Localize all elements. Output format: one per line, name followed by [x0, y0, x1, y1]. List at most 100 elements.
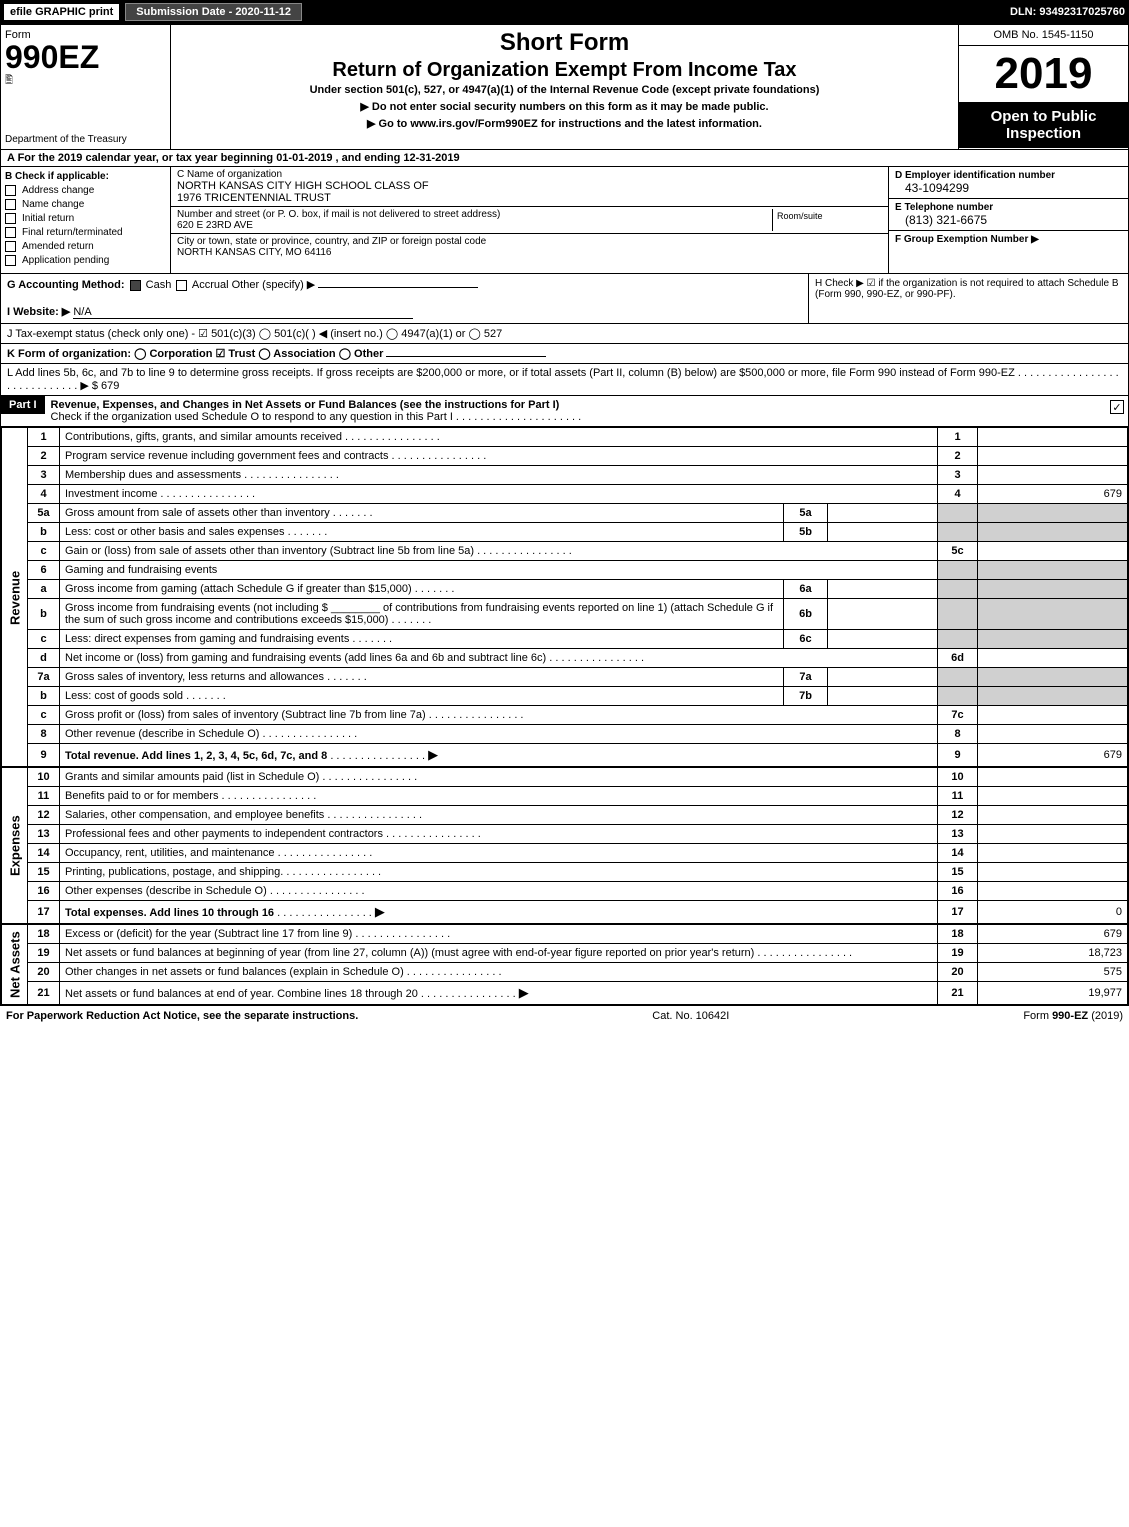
amount-value [978, 882, 1128, 901]
l-line: L Add lines 5b, 6c, and 7b to line 9 to … [1, 364, 1128, 396]
checkbox-item[interactable]: Amended return [5, 241, 166, 252]
table-row: 20Other changes in net assets or fund ba… [2, 963, 1128, 982]
line-desc: Program service revenue including govern… [60, 447, 938, 466]
checkbox-label: Amended return [22, 241, 94, 252]
sub-ref: 6c [784, 630, 828, 649]
line-desc: Gaming and fundraising events [60, 561, 938, 580]
line-desc: Net income or (loss) from gaming and fun… [60, 649, 938, 668]
table-row: 21Net assets or fund balances at end of … [2, 982, 1128, 1005]
line-desc: Gross income from gaming (attach Schedul… [60, 580, 784, 599]
ref-number: 6d [938, 649, 978, 668]
j-line: J Tax-exempt status (check only one) - ☑… [1, 324, 1128, 344]
footer: For Paperwork Reduction Act Notice, see … [0, 1006, 1129, 1026]
ref-number: 8 [938, 725, 978, 744]
ref-shaded [938, 687, 978, 706]
street-label: Number and street (or P. O. box, if mail… [177, 209, 500, 220]
amount-value [978, 806, 1128, 825]
h-text: H Check ▶ ☑ if the organization is not r… [815, 278, 1119, 300]
ref-shaded [938, 668, 978, 687]
line-desc: Less: cost or other basis and sales expe… [60, 523, 784, 542]
ref-shaded [938, 630, 978, 649]
tax-year-line: A For the 2019 calendar year, or tax yea… [1, 150, 1128, 167]
line-desc: Occupancy, rent, utilities, and maintena… [60, 844, 938, 863]
table-row: 5aGross amount from sale of assets other… [2, 504, 1128, 523]
line-desc: Investment income . . . . . . . . . . . … [60, 485, 938, 504]
line-desc: Grants and similar amounts paid (list in… [60, 768, 938, 787]
phone-value: (813) 321-6675 [895, 213, 1122, 227]
goto-link[interactable]: ▶ Go to www.irs.gov/Form990EZ for instru… [179, 117, 950, 130]
checkbox-item[interactable]: Application pending [5, 255, 166, 266]
line-desc: Gross amount from sale of assets other t… [60, 504, 784, 523]
g-label: G Accounting Method: [7, 279, 125, 291]
line-number: 5a [28, 504, 60, 523]
checkbox-item[interactable]: Address change [5, 185, 166, 196]
sub-value [828, 523, 938, 542]
h-section: H Check ▶ ☑ if the organization is not r… [808, 274, 1128, 323]
line-number: 14 [28, 844, 60, 863]
line-number: 21 [28, 982, 60, 1005]
revenue-table: Revenue1Contributions, gifts, grants, an… [1, 427, 1128, 767]
line-desc: Gross profit or (loss) from sales of inv… [60, 706, 938, 725]
street-address: 620 E 23RD AVE [177, 220, 253, 231]
line-number: 4 [28, 485, 60, 504]
checkbox-icon[interactable] [5, 213, 16, 224]
line-number: c [28, 542, 60, 561]
table-row: 15Printing, publications, postage, and s… [2, 863, 1128, 882]
checkbox-icon[interactable] [5, 185, 16, 196]
amount-value [978, 825, 1128, 844]
sub-value [828, 504, 938, 523]
sub-ref: 6b [784, 599, 828, 630]
checkbox-item[interactable]: Initial return [5, 213, 166, 224]
line-desc: Other revenue (describe in Schedule O) .… [60, 725, 938, 744]
part1-schedule-o-checkbox[interactable] [1110, 400, 1124, 414]
table-row: 4Investment income . . . . . . . . . . .… [2, 485, 1128, 504]
table-row: bLess: cost of goods sold . . . . . . .7… [2, 687, 1128, 706]
table-row: 9Total revenue. Add lines 1, 2, 3, 4, 5c… [2, 744, 1128, 767]
form-center: Short Form Return of Organization Exempt… [171, 25, 958, 149]
amount-value: 19,977 [978, 982, 1128, 1005]
sub-ref: 5b [784, 523, 828, 542]
line-desc: Other expenses (describe in Schedule O) … [60, 882, 938, 901]
table-row: 3Membership dues and assessments . . . .… [2, 466, 1128, 485]
sub-ref: 7a [784, 668, 828, 687]
table-row: Expenses10Grants and similar amounts pai… [2, 768, 1128, 787]
form-right: OMB No. 1545-1150 2019 Open to Public In… [958, 25, 1128, 149]
amt-shaded [978, 599, 1128, 630]
checkbox-icon[interactable] [5, 199, 16, 210]
amount-value: 0 [978, 901, 1128, 924]
checkbox-item[interactable]: Name change [5, 199, 166, 210]
table-row: 8Other revenue (describe in Schedule O) … [2, 725, 1128, 744]
checkbox-label: Name change [22, 199, 84, 210]
ref-number: 18 [938, 925, 978, 944]
amount-value [978, 428, 1128, 447]
checkbox-item[interactable]: Final return/terminated [5, 227, 166, 238]
dln-number: DLN: 93492317025760 [1010, 6, 1125, 18]
box-d: D Employer identification number 43-1094… [888, 167, 1128, 273]
checkbox-icon[interactable] [5, 255, 16, 266]
line-desc: Excess or (deficit) for the year (Subtra… [60, 925, 938, 944]
line-number: 17 [28, 901, 60, 924]
side-label: Net Assets [2, 925, 28, 1005]
omb-number: OMB No. 1545-1150 [959, 25, 1128, 46]
checkbox-icon[interactable] [5, 227, 16, 238]
section-a: A For the 2019 calendar year, or tax yea… [0, 150, 1129, 1006]
checkbox-icon[interactable] [5, 241, 16, 252]
table-row: Revenue1Contributions, gifts, grants, an… [2, 428, 1128, 447]
line-desc: Total revenue. Add lines 1, 2, 3, 4, 5c,… [60, 744, 938, 767]
amt-shaded [978, 580, 1128, 599]
amount-value: 679 [978, 744, 1128, 767]
ref-number: 11 [938, 787, 978, 806]
name-label: C Name of organization [177, 169, 282, 180]
website-value: N/A [73, 306, 413, 319]
table-row: 13Professional fees and other payments t… [2, 825, 1128, 844]
line-number: 9 [28, 744, 60, 767]
k-line: K Form of organization: ◯ Corporation ☑ … [1, 344, 1128, 364]
amount-value: 679 [978, 925, 1128, 944]
sub-ref: 5a [784, 504, 828, 523]
cash-checkbox[interactable] [130, 280, 141, 291]
efile-label[interactable]: efile GRAPHIC print [4, 4, 119, 20]
accrual-checkbox[interactable] [176, 280, 187, 291]
line-desc: Gain or (loss) from sale of assets other… [60, 542, 938, 561]
org-name-1: NORTH KANSAS CITY HIGH SCHOOL CLASS OF [177, 180, 429, 192]
line-number: c [28, 630, 60, 649]
